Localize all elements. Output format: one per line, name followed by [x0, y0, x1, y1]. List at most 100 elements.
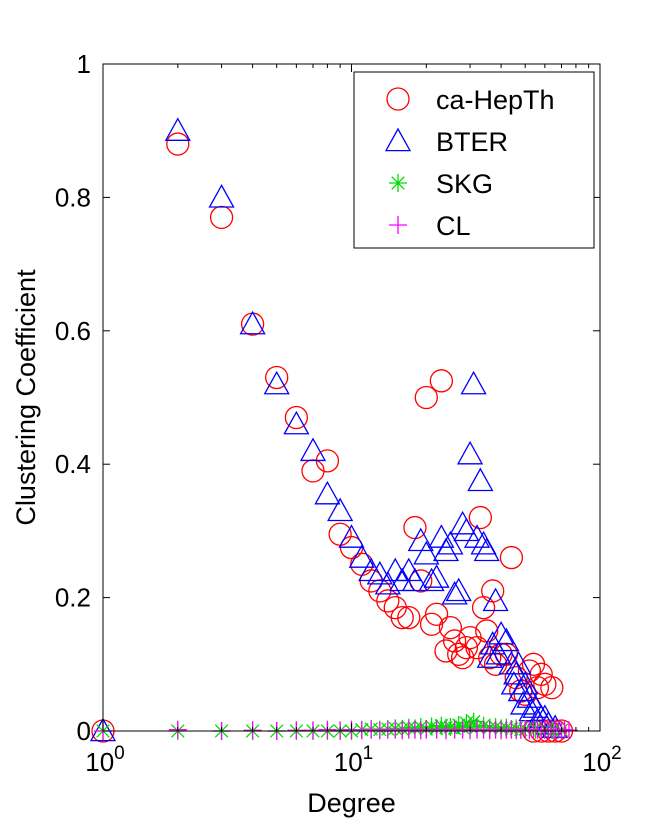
data-point-shape — [284, 405, 309, 430]
data-point-shape — [453, 517, 480, 542]
legend-item: SKG — [389, 169, 493, 199]
x-tick-label: 100 — [85, 743, 125, 777]
data-point-shape — [467, 467, 494, 492]
data-point-shape — [500, 670, 527, 695]
data-point-shape — [299, 437, 327, 462]
data-point-shape — [376, 589, 400, 613]
data-point — [370, 721, 389, 740]
data-point-shape — [463, 524, 491, 548]
data-point — [89, 717, 117, 742]
data-point-shape — [445, 577, 472, 602]
data-point — [263, 370, 290, 395]
y-axis-label: Clustering Coefficient — [11, 269, 41, 526]
data-point-shape — [517, 659, 542, 683]
x-tick-exponent: 1 — [363, 743, 374, 764]
data-point-shape — [414, 385, 438, 410]
data-point-shape — [473, 537, 500, 562]
data-point — [362, 720, 381, 739]
x-axis: 100 101 102 — [85, 64, 622, 777]
data-point-shape — [481, 579, 505, 603]
data-point — [327, 497, 354, 522]
data-point-shape — [348, 544, 375, 568]
data-point-shape — [338, 524, 365, 548]
x-axis-label: Degree — [307, 788, 396, 818]
data-point-shape — [265, 365, 289, 390]
data-point — [366, 560, 393, 585]
data-point-shape — [263, 370, 290, 395]
data-point-shape — [166, 132, 190, 156]
legend-marker-shape — [384, 127, 412, 152]
data-point — [445, 577, 472, 602]
data-point — [418, 567, 445, 592]
data-point — [500, 670, 527, 695]
data-markers — [89, 117, 578, 743]
data-point-shape — [505, 650, 532, 675]
y-tick-label: 1 — [77, 49, 91, 79]
data-point — [485, 640, 512, 665]
data-point — [481, 579, 505, 603]
data-point — [456, 440, 484, 465]
data-point — [437, 530, 464, 555]
data-point-shape — [401, 567, 429, 592]
data-point-shape — [493, 627, 520, 652]
data-point — [419, 612, 444, 636]
data-point-shape — [424, 602, 449, 626]
legend-item: ca-HepTh — [386, 85, 555, 115]
legend-box — [353, 71, 595, 249]
data-point-shape — [434, 639, 458, 663]
data-point-shape — [485, 640, 512, 665]
data-point-shape — [499, 545, 524, 570]
data-point — [427, 720, 446, 739]
data-point-shape — [442, 629, 467, 653]
data-point — [352, 721, 371, 740]
data-point-shape — [423, 564, 450, 588]
data-point — [540, 675, 564, 700]
data-point — [407, 527, 434, 552]
data-point — [499, 545, 524, 570]
legend-marker — [389, 216, 407, 234]
series-cl — [94, 720, 578, 740]
data-point-shape — [418, 567, 445, 592]
legend-marker — [389, 174, 407, 192]
legend-label: CL — [436, 211, 471, 241]
data-point-shape — [456, 440, 484, 465]
data-point — [473, 537, 500, 562]
data-point-shape — [283, 410, 310, 435]
data-point — [314, 480, 341, 505]
data-point — [164, 117, 191, 141]
data-point-shape — [460, 370, 487, 395]
data-point — [338, 524, 365, 548]
data-point-shape — [413, 540, 440, 565]
data-point — [468, 505, 493, 530]
data-point — [493, 627, 520, 652]
data-point — [555, 720, 574, 739]
data-point — [424, 602, 449, 626]
data-point — [239, 310, 266, 335]
y-tick-label: 0.8 — [55, 182, 91, 212]
data-point-shape — [441, 580, 468, 605]
data-point-shape — [390, 605, 414, 630]
data-point — [505, 650, 532, 675]
data-point — [414, 385, 438, 410]
x-tick-base: 10 — [582, 747, 611, 777]
data-point-shape — [407, 527, 434, 552]
x-tick-base: 10 — [334, 747, 363, 777]
data-point-shape — [429, 369, 454, 393]
data-point-shape — [314, 480, 341, 505]
data-point — [503, 660, 530, 685]
data-point — [434, 639, 458, 663]
x-tick-exponent: 0 — [114, 743, 125, 764]
x-tick-base: 10 — [85, 747, 114, 777]
legend-label: BTER — [436, 127, 508, 157]
data-point — [436, 721, 455, 740]
data-point — [413, 540, 440, 565]
data-point-shape — [482, 587, 509, 612]
legend-item: BTER — [384, 127, 508, 157]
y-tick-label: 0 — [77, 716, 91, 746]
data-point-shape — [447, 642, 471, 666]
data-point — [283, 410, 310, 435]
data-point — [442, 629, 467, 653]
data-point — [447, 642, 471, 666]
data-point-shape — [476, 644, 503, 668]
